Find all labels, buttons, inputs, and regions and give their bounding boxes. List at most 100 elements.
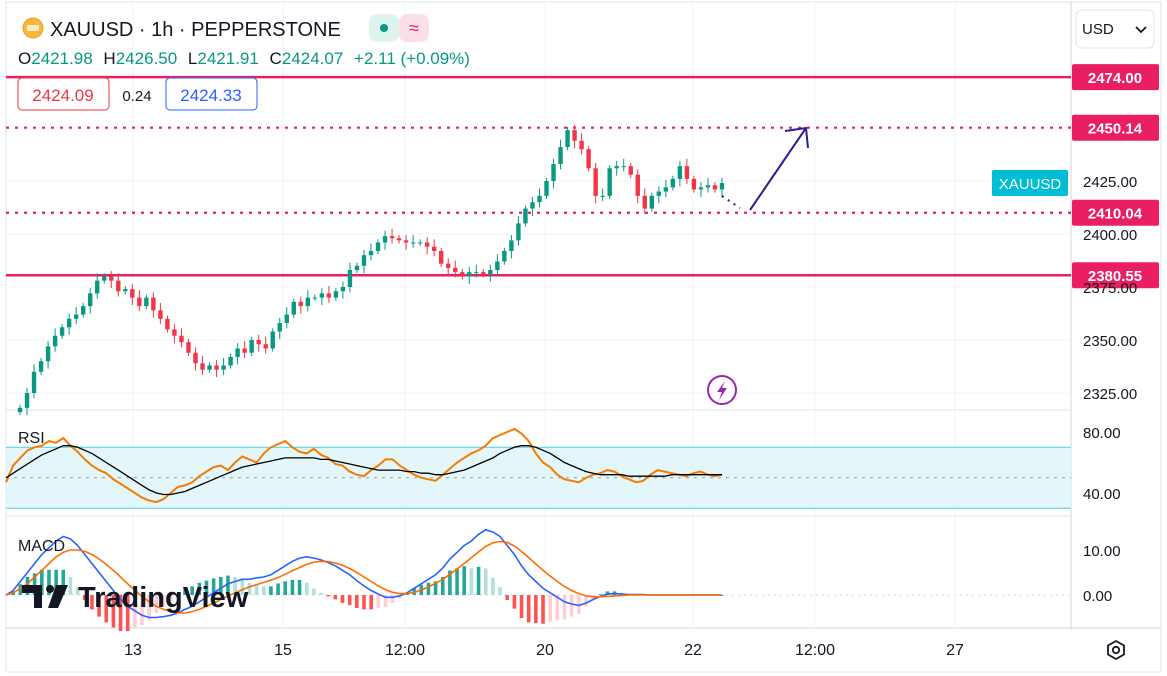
macd-histogram-bar	[240, 578, 245, 595]
candle-body	[256, 340, 261, 345]
macd-histogram-bar	[18, 584, 23, 595]
currency-label: USD	[1082, 21, 1114, 38]
candle-body	[516, 223, 521, 241]
sell-price: 2424.09	[32, 86, 93, 105]
price-tick-label: 2425.00	[1083, 174, 1137, 191]
signal-line	[5, 540, 722, 614]
candle-body	[179, 335, 184, 343]
candle-body	[544, 181, 549, 196]
rsi-pane	[5, 427, 1071, 509]
candle-body	[102, 276, 107, 281]
horizontal-levels[interactable]: 2474.00 2450.14 2410.04 2380.55	[6, 64, 1159, 289]
macd-histogram-bar	[283, 581, 288, 595]
macd-histogram-bar	[355, 595, 359, 608]
candle-body	[151, 297, 156, 311]
macd-histogram-bar	[398, 595, 402, 599]
buy-button[interactable]	[165, 77, 258, 111]
macd-histogram-bar	[304, 582, 309, 595]
currency-selector[interactable]: USD	[1075, 9, 1155, 49]
candle-body	[368, 250, 374, 256]
macd-histogram-bar	[111, 595, 116, 628]
macd-histogram-bar	[455, 568, 459, 595]
level-price-badge	[1072, 64, 1159, 91]
candle-body	[235, 348, 240, 357]
macd-line	[5, 528, 722, 619]
ohlc-readout: O2421.98 H2426.50 L2421.91 C2424.07 +2.1…	[18, 49, 470, 68]
macd-histogram-bar	[598, 594, 603, 596]
gear-icon[interactable]	[1107, 639, 1125, 661]
macd-histogram-bar	[498, 587, 502, 595]
candle-body	[649, 195, 654, 209]
candle-body	[431, 246, 437, 251]
macd-histogram-bar	[261, 586, 266, 595]
macd-histogram-bar	[75, 587, 80, 595]
time-axis-labels[interactable]: 13 15 12:00 20 22 12:00 27	[124, 642, 964, 659]
price-axis-labels[interactable]: 2325.00 2350.00 2375.00 2400.00 2425.00 80.00…	[1083, 174, 1137, 605]
candle-body	[670, 178, 676, 188]
candle-body	[600, 195, 605, 197]
macd-histogram-bar	[40, 569, 44, 595]
candlestick-series	[17, 124, 725, 416]
candle-body	[684, 166, 690, 179]
macd-histogram-bar	[433, 581, 438, 595]
macd-histogram-bar	[269, 586, 273, 595]
macd-histogram-bar	[440, 577, 445, 595]
forecast-arrow[interactable]	[721, 126, 809, 211]
candle-body	[116, 280, 121, 292]
macd-histogram-bar	[219, 577, 223, 595]
macd-histogram-bar	[254, 584, 259, 595]
candle-body	[326, 293, 332, 298]
candle-body	[193, 352, 198, 364]
candle-body	[474, 272, 479, 274]
rsi-tick-label: 40.00	[1083, 486, 1121, 503]
candle-body	[172, 329, 177, 336]
macd-histogram-bar	[605, 591, 610, 595]
candle-body	[502, 250, 507, 262]
forecast-arrow-line	[749, 127, 807, 211]
candle-body	[263, 344, 268, 349]
spread-value: 0.24	[122, 88, 151, 105]
candle-body	[495, 261, 500, 271]
candle-body	[45, 346, 51, 362]
candle-body	[158, 310, 163, 319]
candle-body	[509, 240, 514, 251]
symbol-title[interactable]: XAUUSD · 1h · PEPPERSTONE	[50, 19, 341, 41]
macd-histogram-bar	[47, 569, 51, 595]
candle-body	[481, 272, 486, 275]
macd-histogram-bar	[290, 579, 295, 595]
macd-histogram-bar	[526, 595, 531, 623]
delay-badge[interactable]	[399, 14, 429, 42]
candle-body	[558, 147, 563, 165]
candle-body	[628, 166, 633, 175]
candle-body	[354, 265, 360, 271]
macd-histogram-bar	[369, 595, 373, 610]
rsi-label[interactable]: RSI	[18, 430, 45, 447]
tradingview-logo[interactable]: TradingView	[22, 582, 249, 614]
macd-histogram-bar	[97, 595, 101, 617]
macd-histogram-bar	[512, 595, 517, 609]
candle-body	[593, 168, 598, 196]
candle-body	[586, 149, 591, 169]
candle-body	[214, 365, 219, 370]
lightning-icon[interactable]	[707, 375, 737, 405]
candle-body	[109, 276, 114, 281]
symbol-price-badge: XAUUSD	[992, 170, 1068, 196]
price-tick-label: 2350.00	[1083, 333, 1137, 350]
candle-body	[698, 187, 704, 190]
macd-histogram-bar	[584, 595, 588, 607]
macd-histogram-bar	[82, 595, 87, 601]
candle-body	[403, 240, 409, 243]
sell-button[interactable]	[17, 77, 110, 111]
macd-histogram-bar	[4, 595, 8, 596]
candle-body	[207, 365, 212, 370]
macd-tick-label: 0.00	[1083, 588, 1112, 605]
symbol-badge-text: XAUUSD	[999, 176, 1062, 193]
macd-label[interactable]: MACD	[18, 538, 65, 555]
macd-tick-label: 10.00	[1083, 543, 1121, 560]
rsi-ma-line	[5, 445, 722, 496]
level-price-badge	[1072, 199, 1159, 226]
candle-body	[130, 289, 135, 298]
price-tick-label: 2325.00	[1083, 386, 1137, 403]
macd-histogram-bar	[297, 579, 302, 595]
